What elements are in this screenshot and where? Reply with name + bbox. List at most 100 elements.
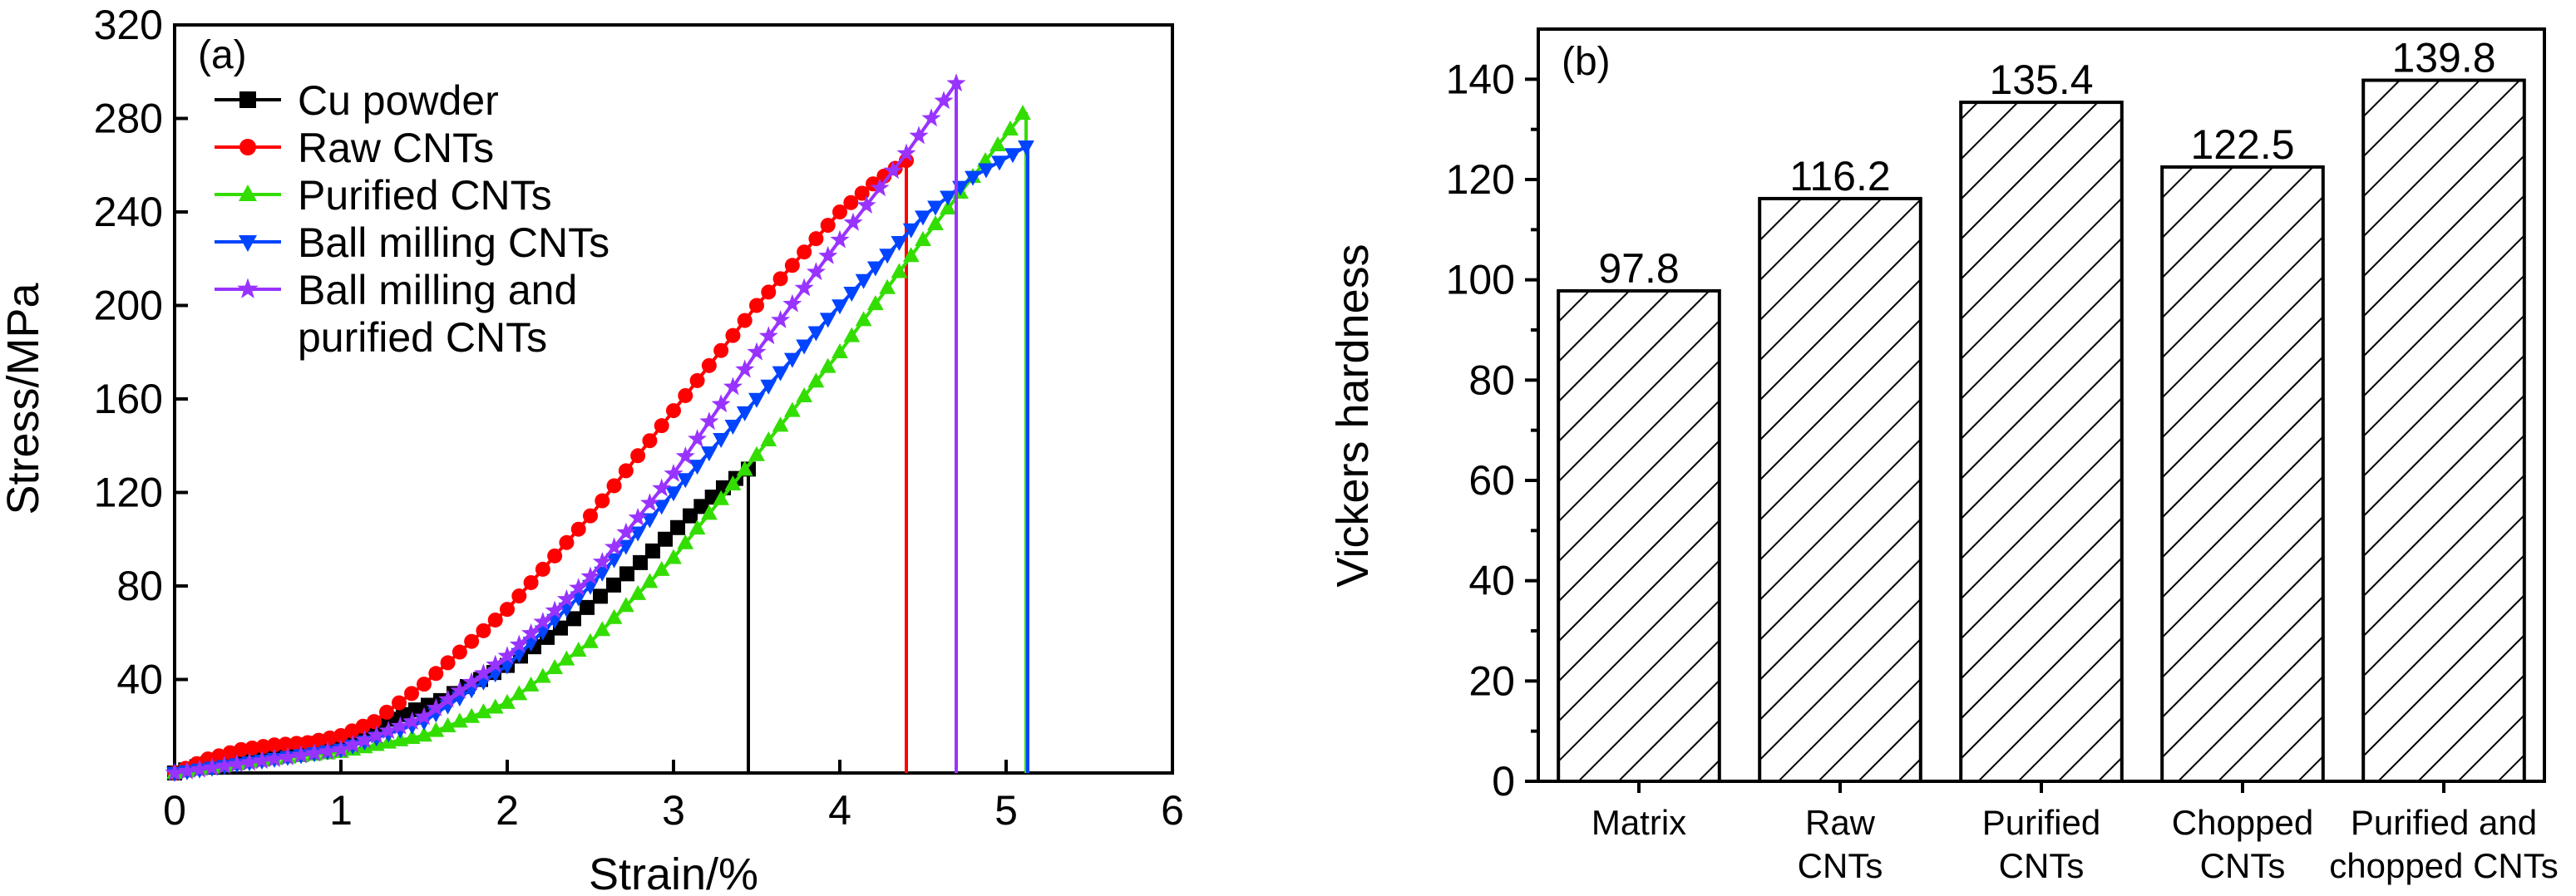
data-point: [642, 433, 658, 449]
data-point: [487, 612, 503, 628]
y-tick-labels-a: 40 80 120 160 200 240 280 320: [94, 2, 163, 703]
bar-value-label: 116.2: [1789, 153, 1890, 199]
data-point: [304, 743, 324, 762]
data-point: [403, 729, 421, 745]
y-tick-label-a: 240: [94, 189, 163, 235]
data-point: [772, 416, 789, 432]
series-ball-milling-and-purified-cnts: [165, 73, 966, 781]
data-point: [606, 577, 621, 593]
data-point: [252, 751, 272, 770]
data-point: [616, 522, 636, 541]
data-point: [1018, 140, 1034, 156]
data-point: [239, 752, 259, 771]
data-point: [331, 739, 351, 758]
legend-marker: [239, 91, 256, 108]
data-point: [934, 91, 954, 110]
data-point: [378, 721, 398, 740]
series-group-a: [165, 73, 1034, 782]
data-point: [725, 327, 741, 343]
data-point: [546, 613, 564, 629]
data-point: [593, 588, 608, 604]
y-tick-label-b: 0: [1492, 758, 1515, 805]
data-point: [278, 746, 298, 766]
data-point: [215, 756, 234, 775]
bar-value-label: 139.8: [2391, 35, 2495, 81]
data-point: [556, 588, 576, 608]
data-point: [521, 623, 541, 642]
data-point: [463, 707, 481, 723]
category-label: Matrix: [1591, 803, 1686, 842]
data-point: [605, 537, 624, 556]
data-point: [855, 311, 872, 327]
data-point: [641, 573, 659, 588]
y-tick-label-a: 280: [94, 96, 163, 142]
category-label: Purified: [1982, 803, 2100, 842]
data-point: [438, 689, 458, 708]
data-point: [486, 654, 506, 673]
data-point: [318, 741, 338, 760]
legend-marker: [239, 139, 256, 155]
data-point: [658, 531, 673, 547]
data-point: [343, 735, 363, 754]
hardness-bar: [1758, 196, 1922, 783]
data-point: [843, 287, 861, 303]
data-point: [570, 642, 587, 657]
series-raw-cnts: [167, 153, 914, 780]
category-labels-b: Matrix Raw CNTs Purified CNTs Chopped CNTs Puri…: [1591, 803, 2559, 885]
data-point: [978, 163, 994, 179]
hardness-bar: [2160, 165, 2325, 783]
data-point: [645, 543, 660, 559]
data-point: [783, 401, 801, 417]
y-tick-label-a: 120: [94, 470, 163, 516]
category-label: CNTs: [2200, 846, 2286, 885]
data-point: [772, 271, 788, 287]
data-point: [749, 298, 764, 313]
data-point: [234, 741, 249, 757]
data-point: [190, 759, 210, 778]
data-point: [534, 667, 551, 683]
data-point: [486, 698, 504, 714]
x-axis-title-a: Strain/%: [589, 849, 758, 896]
data-point: [796, 339, 813, 355]
data-point: [832, 299, 848, 315]
data-point: [497, 646, 517, 665]
data-point: [940, 190, 956, 206]
bar-value-label: 97.8: [1598, 245, 1679, 292]
data-point: [819, 313, 836, 328]
data-point: [582, 579, 599, 595]
data-point: [670, 519, 685, 535]
bar-value-label: 122.5: [2190, 121, 2294, 168]
data-point: [1014, 105, 1031, 121]
data-point: [927, 214, 944, 230]
data-point: [737, 313, 753, 328]
y-tick-label-a: 320: [94, 2, 163, 48]
data-point: [390, 716, 410, 735]
data-point: [761, 284, 777, 300]
data-point: [629, 584, 647, 600]
data-point: [580, 599, 595, 615]
data-point: [522, 676, 540, 692]
legend-label: Ball milling CNTs: [298, 219, 609, 266]
series-purified-cnts: [166, 105, 1031, 780]
category-label: CNTs: [1999, 846, 2085, 885]
y-axis-title-a: Stress/MPa: [0, 283, 48, 515]
data-point: [392, 695, 407, 711]
data-point: [559, 534, 575, 550]
data-point: [830, 229, 850, 249]
data-point: [713, 342, 729, 358]
data-point: [278, 736, 294, 752]
data-point: [688, 429, 708, 447]
data-point: [267, 737, 282, 753]
y-tick-label-b: 60: [1468, 457, 1515, 504]
data-point: [807, 372, 825, 388]
data-point: [724, 475, 742, 491]
data-point: [666, 403, 681, 419]
y-axis-title-b: Vickers hardness: [1328, 244, 1378, 587]
y-tick-label-b: 20: [1468, 657, 1515, 704]
data-point: [546, 659, 564, 675]
stress-strain-chart: (a) Strain/% Stress/MPa 0 1 2 3 4 5 6 40 80 120 1…: [0, 2, 1184, 896]
x-tick-label-a: 1: [329, 787, 353, 834]
category-label: Raw: [1805, 803, 1876, 842]
data-point: [582, 633, 599, 648]
